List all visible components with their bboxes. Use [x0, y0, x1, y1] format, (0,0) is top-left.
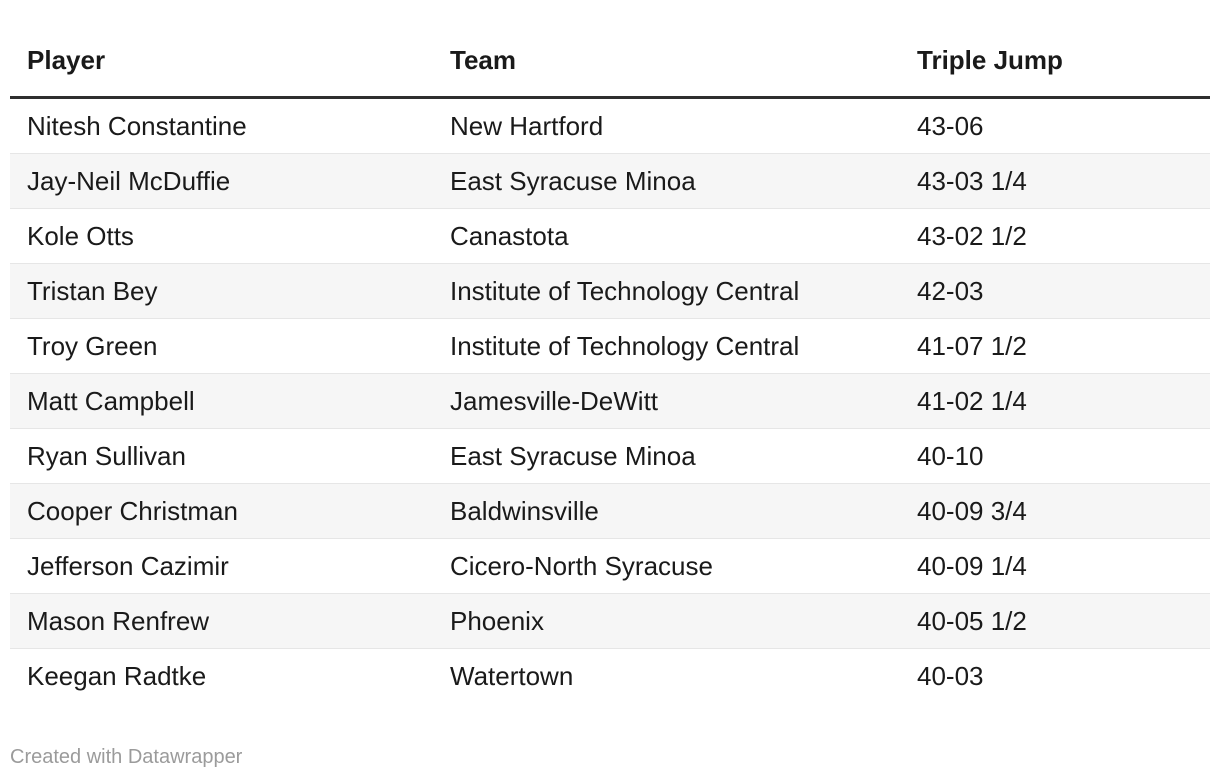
cell-team: Canastota	[433, 208, 900, 264]
cell-player: Jay-Neil McDuffie	[10, 153, 433, 209]
cell-player: Mason Renfrew	[10, 593, 433, 649]
cell-team: Baldwinsville	[433, 483, 900, 539]
results-table: Player Team Triple Jump Nitesh Constantine…	[10, 24, 1210, 703]
cell-triple-jump: 41-02 1/4	[900, 373, 1210, 429]
table-row: Ryan Sullivan East Syracuse Minoa 40-10	[10, 428, 1210, 484]
cell-player: Troy Green	[10, 318, 433, 374]
column-header-team: Team	[433, 24, 900, 99]
cell-triple-jump: 43-03 1/4	[900, 153, 1210, 209]
cell-triple-jump: 42-03	[900, 263, 1210, 319]
cell-triple-jump: 40-09 3/4	[900, 483, 1210, 539]
table-row: Mason Renfrew Phoenix 40-05 1/2	[10, 593, 1210, 649]
cell-triple-jump: 43-02 1/2	[900, 208, 1210, 264]
cell-player: Cooper Christman	[10, 483, 433, 539]
table-row: Cooper Christman Baldwinsville 40-09 3/4	[10, 483, 1210, 539]
cell-triple-jump: 43-06	[917, 110, 984, 141]
table-row: Tristan Bey Institute of Technology Centr…	[10, 263, 1210, 319]
cell-player: Matt Campbell	[10, 373, 433, 429]
cell-player: Nitesh Constantine	[27, 110, 247, 141]
attribution-prefix: Created with	[10, 746, 128, 768]
attribution: Created with Datawrapper	[10, 745, 1210, 769]
cell-team: Phoenix	[433, 593, 900, 649]
table-row: Kole Otts Canastota 43-02 1/2	[10, 208, 1210, 264]
cell-team: Institute of Technology Central	[433, 263, 900, 319]
datawrapper-link[interactable]: Datawrapper	[127, 746, 243, 768]
cell-team: Cicero-North Syracuse	[433, 538, 900, 594]
table-row: Troy Green Institute of Technology Centra…	[10, 318, 1210, 374]
cell-triple-jump: 40-09 1/4	[900, 538, 1210, 594]
cell-team: East Syracuse Minoa	[433, 428, 900, 484]
table-row: Jefferson Cazimir Cicero-North Syracuse 40…	[10, 538, 1210, 594]
cell-player: Kole Otts	[10, 208, 433, 264]
table-row: Matt Campbell Jamesville-DeWitt 41-02 1/4	[10, 373, 1210, 429]
cell-player: Ryan Sullivan	[10, 428, 433, 484]
column-header-player: Player	[10, 24, 433, 99]
cell-team: Jamesville-DeWitt	[433, 373, 900, 429]
cell-triple-jump: 40-05 1/2	[900, 593, 1210, 649]
cell-team: New Hartford	[450, 110, 604, 141]
table-header-row: Player Team Triple Jump	[10, 24, 1210, 99]
table-row: Jay-Neil McDuffie East Syracuse Minoa 43-0…	[10, 153, 1210, 209]
table-row: Keegan Radtke Watertown 40-03	[10, 648, 1210, 703]
cell-team: East Syracuse Minoa	[433, 153, 900, 209]
column-header-triple-jump: Triple Jump	[900, 24, 1210, 99]
cell-triple-jump: 40-03	[900, 648, 1210, 703]
cell-triple-jump: 41-07 1/2	[900, 318, 1210, 374]
cell-team: Institute of Technology Central	[433, 318, 900, 374]
cell-player: Jefferson Cazimir	[10, 538, 433, 594]
table-row: Nitesh Constantine New Hartford 43-06	[10, 97, 1210, 154]
cell-player: Tristan Bey	[10, 263, 433, 319]
cell-triple-jump: 40-10	[900, 428, 1210, 484]
cell-team: Watertown	[433, 648, 900, 703]
cell-player: Keegan Radtke	[10, 648, 433, 703]
